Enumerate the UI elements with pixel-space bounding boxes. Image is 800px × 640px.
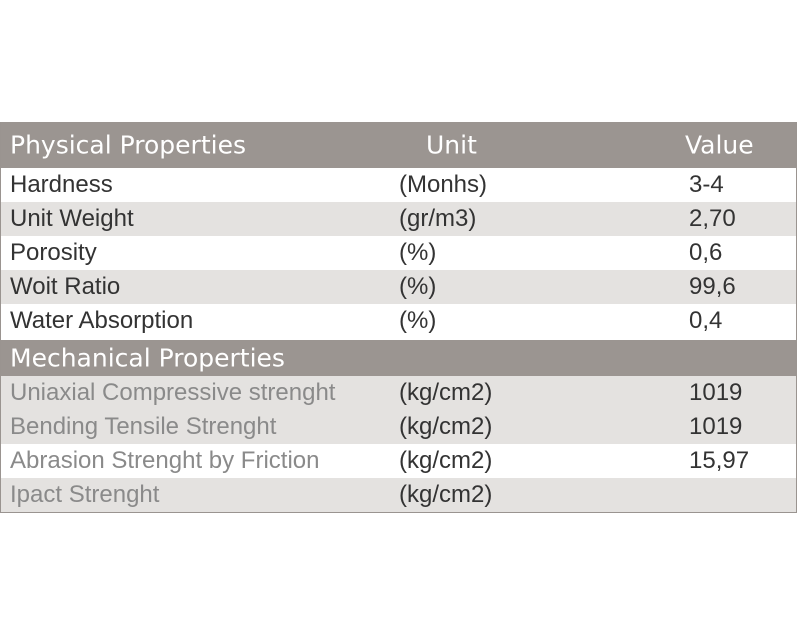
- table-cell: 1019: [689, 413, 743, 440]
- table-row: Water Absorption (%) 0,4: [1, 304, 796, 338]
- table-cell: (kg/cm2): [399, 379, 493, 406]
- table-cell: (%): [399, 239, 437, 266]
- table-cell: Uniaxial Compressive strenght: [10, 379, 336, 406]
- table-row: Hardness (Monhs) 3-4: [1, 168, 796, 202]
- table-cell: Unit Weight: [10, 205, 134, 232]
- table-row: Porosity (%) 0,6: [1, 236, 796, 270]
- table-cell: 0,6: [689, 239, 723, 266]
- table-cell: Water Absorption: [10, 307, 194, 334]
- mechanical-rows: Uniaxial Compressive strenght (kg/cm2) 101…: [1, 376, 796, 512]
- table-cell: 3-4: [689, 171, 724, 198]
- table-cell: (kg/cm2): [399, 413, 493, 440]
- header-cell: Value: [685, 130, 754, 160]
- table-row: Woit Ratio (%) 99,6: [1, 270, 796, 304]
- table-cell: Abrasion Strenght by Friction: [10, 447, 320, 474]
- section-title: Mechanical Properties: [10, 343, 285, 373]
- table-cell: Ipact Strenght: [10, 481, 160, 508]
- table-row: Ipact Strenght (kg/cm2): [1, 478, 796, 512]
- table-cell: (kg/cm2): [399, 481, 493, 508]
- table-cell: 15,97: [689, 447, 750, 474]
- table-cell: (%): [399, 307, 437, 334]
- table-cell: 2,70: [689, 205, 736, 232]
- table-cell: Hardness: [10, 171, 113, 198]
- table-row: Abrasion Strenght by Friction (kg/cm2) 15,…: [1, 444, 796, 478]
- header-row: Physical Properties Unit Value: [1, 122, 796, 168]
- properties-table: Physical Properties Unit Value Hardness (…: [0, 122, 797, 513]
- table-row: Unit Weight (gr/m3) 2,70: [1, 202, 796, 236]
- table-cell: 99,6: [689, 273, 736, 300]
- table-row: Bending Tensile Strenght (kg/cm2) 1019: [1, 410, 796, 444]
- table-cell: 1019: [689, 379, 743, 406]
- table-cell: Bending Tensile Strenght: [10, 413, 277, 440]
- header-cell: Unit: [426, 130, 477, 160]
- table-cell: Woit Ratio: [10, 273, 121, 300]
- table-cell: (gr/m3): [399, 205, 477, 232]
- table-cell: (kg/cm2): [399, 447, 493, 474]
- table-cell: Porosity: [10, 239, 97, 266]
- section-row: Mechanical Properties: [1, 340, 796, 376]
- header-cell: Physical Properties: [10, 130, 246, 160]
- table-cell: (%): [399, 273, 437, 300]
- table-cell: (Monhs): [399, 171, 488, 198]
- table-row: Uniaxial Compressive strenght (kg/cm2) 101…: [1, 376, 796, 410]
- physical-rows: Hardness (Monhs) 3-4 Unit Weight (gr/m3) 2,70…: [1, 168, 796, 338]
- table-cell: 0,4: [689, 307, 723, 334]
